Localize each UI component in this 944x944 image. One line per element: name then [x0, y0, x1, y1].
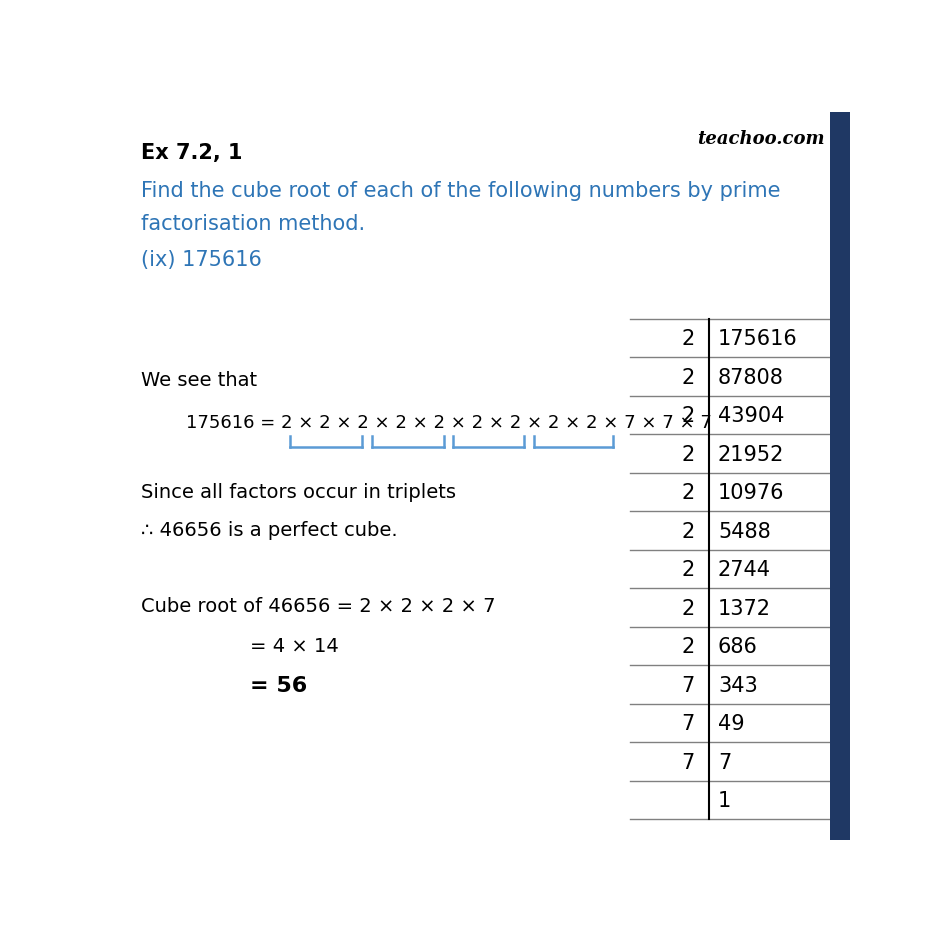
Text: 7: 7 [681, 714, 694, 733]
Text: 2: 2 [681, 636, 694, 656]
Text: 2: 2 [681, 482, 694, 502]
Text: Since all factors occur in triplets: Since all factors occur in triplets [142, 482, 456, 501]
Text: 2: 2 [681, 406, 694, 426]
Text: Cube root of 46656 = 2 × 2 × 2 × 7: Cube root of 46656 = 2 × 2 × 2 × 7 [142, 597, 496, 615]
Text: ∴ 46656 is a perfect cube.: ∴ 46656 is a perfect cube. [142, 521, 397, 540]
Text: factorisation method.: factorisation method. [142, 213, 365, 233]
Text: Find the cube root of each of the following numbers by prime: Find the cube root of each of the follow… [142, 181, 780, 201]
Text: Ex 7.2, 1: Ex 7.2, 1 [142, 143, 243, 162]
Text: teachoo.com: teachoo.com [697, 130, 824, 148]
Text: 175616: 175616 [717, 329, 797, 348]
Text: (ix) 175616: (ix) 175616 [142, 250, 262, 270]
Text: 87808: 87808 [717, 367, 783, 387]
Bar [829, 113, 850, 840]
Text: 2: 2 [681, 444, 694, 464]
Text: 2744: 2744 [717, 560, 770, 580]
Text: 2: 2 [681, 329, 694, 348]
Text: 7: 7 [681, 675, 694, 695]
Text: 2: 2 [681, 560, 694, 580]
Text: 343: 343 [717, 675, 757, 695]
Text: 686: 686 [717, 636, 757, 656]
Text: = 4 × 14: = 4 × 14 [249, 636, 338, 655]
Text: 1372: 1372 [717, 598, 770, 618]
Text: = 56: = 56 [249, 675, 307, 695]
Text: 2: 2 [681, 367, 694, 387]
Text: We see that: We see that [142, 371, 257, 390]
Text: 10976: 10976 [717, 482, 784, 502]
Text: 7: 7 [681, 751, 694, 771]
Text: 21952: 21952 [717, 444, 784, 464]
Text: 43904: 43904 [717, 406, 784, 426]
Text: 5488: 5488 [717, 521, 770, 541]
Text: 2: 2 [681, 521, 694, 541]
Text: 175616 = 2 × 2 × 2 × 2 × 2 × 2 × 2 × 2 × 2 × 7 × 7 × 7: 175616 = 2 × 2 × 2 × 2 × 2 × 2 × 2 × 2 ×… [186, 413, 712, 431]
Text: 49: 49 [717, 714, 744, 733]
Text: 1: 1 [717, 790, 731, 810]
Text: 7: 7 [717, 751, 731, 771]
Text: 2: 2 [681, 598, 694, 618]
